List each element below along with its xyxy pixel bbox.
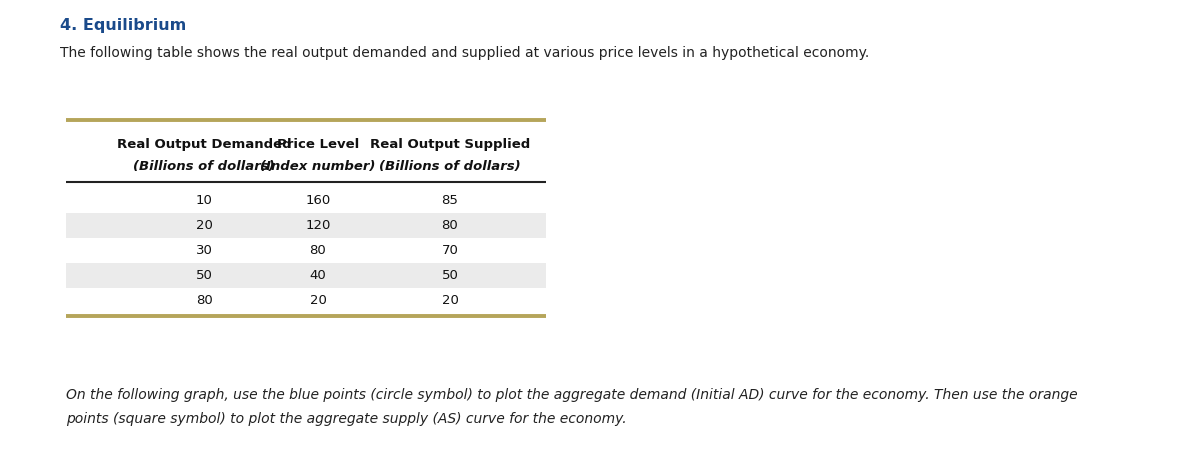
Text: The following table shows the real output demanded and supplied at various price: The following table shows the real outpu…	[60, 46, 869, 60]
Text: 40: 40	[310, 269, 326, 282]
Text: 70: 70	[442, 244, 458, 257]
Text: (Billions of dollars): (Billions of dollars)	[133, 160, 275, 173]
Text: 4. Equilibrium: 4. Equilibrium	[60, 18, 186, 33]
Text: (Index number): (Index number)	[260, 160, 376, 173]
Text: 50: 50	[442, 269, 458, 282]
Text: 120: 120	[305, 219, 331, 232]
Text: 20: 20	[196, 219, 212, 232]
Text: 160: 160	[305, 194, 331, 207]
Text: 50: 50	[196, 269, 212, 282]
Text: 80: 80	[310, 244, 326, 257]
Text: 20: 20	[310, 294, 326, 307]
Text: 10: 10	[196, 194, 212, 207]
Text: 80: 80	[196, 294, 212, 307]
Text: 20: 20	[442, 294, 458, 307]
Text: Real Output Demanded: Real Output Demanded	[116, 138, 292, 151]
Text: Price Level: Price Level	[277, 138, 359, 151]
Text: 30: 30	[196, 244, 212, 257]
Text: Real Output Supplied: Real Output Supplied	[370, 138, 530, 151]
Text: 85: 85	[442, 194, 458, 207]
Text: 80: 80	[442, 219, 458, 232]
Text: On the following graph, use the blue points (circle symbol) to plot the aggregat: On the following graph, use the blue poi…	[66, 388, 1078, 402]
Text: points (square symbol) to plot the aggregate supply (AS) curve for the economy.: points (square symbol) to plot the aggre…	[66, 412, 626, 426]
Text: (Billions of dollars): (Billions of dollars)	[379, 160, 521, 173]
